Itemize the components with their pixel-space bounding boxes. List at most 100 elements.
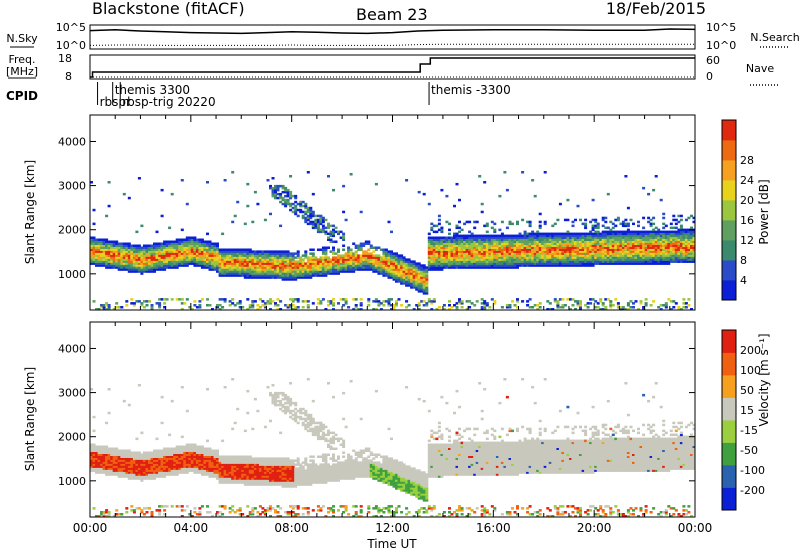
power-cell bbox=[634, 250, 638, 253]
power-cell bbox=[551, 244, 555, 247]
power-cell bbox=[132, 262, 136, 265]
power-cell bbox=[538, 238, 542, 241]
power-cell bbox=[238, 256, 242, 259]
power-cell bbox=[654, 236, 658, 239]
power-cell bbox=[332, 240, 335, 243]
power-cell bbox=[629, 262, 633, 265]
velocity-cell bbox=[150, 455, 154, 458]
power-cell bbox=[142, 250, 146, 253]
power-cell bbox=[354, 262, 358, 265]
velocity-cell bbox=[142, 453, 146, 456]
power-cell bbox=[352, 268, 356, 271]
power-cell bbox=[314, 270, 318, 273]
power-cell bbox=[594, 252, 598, 255]
power-cell bbox=[309, 274, 313, 277]
power-cell bbox=[125, 246, 129, 249]
power-cell bbox=[115, 260, 119, 263]
power-cell bbox=[289, 204, 293, 208]
power-cell bbox=[546, 258, 550, 261]
power-cell bbox=[412, 262, 416, 265]
power-cell bbox=[463, 234, 467, 238]
power-cell bbox=[621, 232, 625, 236]
power-cell bbox=[195, 264, 199, 267]
power-cell bbox=[664, 306, 668, 309]
power-cell bbox=[432, 224, 436, 228]
power-cell bbox=[122, 266, 126, 269]
power-cell bbox=[105, 250, 109, 253]
power-cell bbox=[430, 236, 434, 239]
power-cell bbox=[642, 236, 646, 239]
power-cell bbox=[480, 246, 484, 249]
power-cell bbox=[604, 220, 608, 224]
power-cell bbox=[458, 300, 461, 303]
power-cell bbox=[251, 300, 255, 303]
power-cell bbox=[412, 268, 416, 271]
power-cell bbox=[231, 252, 235, 255]
power-cell bbox=[574, 232, 577, 236]
power-cell bbox=[581, 264, 585, 267]
power-cell bbox=[644, 304, 648, 307]
power-cell bbox=[639, 242, 643, 245]
power-cell bbox=[112, 252, 116, 255]
power-cell bbox=[170, 254, 174, 257]
power-cell bbox=[551, 238, 555, 241]
power-cell bbox=[644, 252, 648, 255]
power-cell bbox=[145, 248, 149, 251]
power-cell bbox=[382, 256, 386, 259]
power-cell bbox=[127, 262, 131, 265]
power-cell bbox=[95, 244, 98, 247]
power-cell bbox=[662, 242, 666, 245]
power-cell bbox=[132, 270, 136, 273]
power-cell bbox=[339, 264, 343, 267]
power-cell bbox=[180, 264, 184, 267]
power-cell bbox=[634, 260, 638, 263]
power-cell bbox=[616, 246, 620, 249]
power-cell bbox=[107, 304, 111, 307]
power-cell bbox=[402, 268, 406, 271]
power-cell bbox=[228, 260, 232, 263]
power-cell bbox=[513, 260, 517, 263]
power-cell bbox=[155, 242, 159, 245]
power-cell bbox=[213, 252, 217, 255]
power-cell bbox=[425, 302, 429, 305]
colorbar-tick-label: 12 bbox=[740, 234, 754, 247]
power-cell bbox=[629, 254, 633, 257]
power-cell bbox=[480, 266, 484, 269]
velocity-cell bbox=[130, 453, 134, 456]
power-cell bbox=[629, 306, 633, 309]
power-cell bbox=[490, 238, 494, 241]
power-cell bbox=[614, 232, 618, 236]
power-cell bbox=[397, 254, 401, 257]
power-cell bbox=[508, 244, 512, 247]
power-cell bbox=[606, 244, 610, 247]
power-cell bbox=[669, 248, 673, 251]
power-cell bbox=[337, 266, 340, 269]
power-cell bbox=[243, 260, 247, 263]
power-cell bbox=[344, 302, 348, 305]
power-cell bbox=[329, 224, 333, 228]
power-cell bbox=[495, 238, 499, 241]
power-cell bbox=[405, 260, 409, 263]
power-cell bbox=[228, 300, 232, 303]
power-cell bbox=[473, 244, 477, 247]
power-cell bbox=[561, 244, 565, 247]
power-cell bbox=[130, 250, 134, 253]
power-panel-frame bbox=[89, 114, 696, 311]
power-cell bbox=[311, 274, 315, 277]
power-cell bbox=[511, 256, 514, 259]
power-cell bbox=[448, 242, 451, 245]
power-cell bbox=[543, 264, 547, 267]
velocity-cell bbox=[122, 463, 126, 466]
power-cell bbox=[271, 266, 275, 269]
power-cell bbox=[528, 224, 532, 228]
power-cell bbox=[329, 268, 333, 271]
power-cell bbox=[236, 256, 240, 259]
power-cell bbox=[306, 222, 310, 226]
power-cell bbox=[347, 260, 351, 263]
power-cell bbox=[253, 262, 257, 265]
power-cell bbox=[137, 252, 141, 255]
power-cell bbox=[200, 242, 204, 245]
power-cell bbox=[674, 254, 678, 257]
power-cell bbox=[294, 208, 298, 212]
power-cell bbox=[576, 204, 580, 208]
